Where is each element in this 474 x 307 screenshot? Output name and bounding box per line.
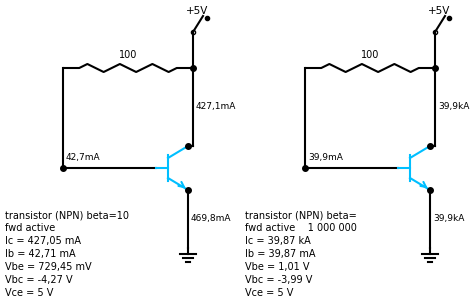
Text: +5V: +5V bbox=[186, 6, 208, 16]
Text: Vce = 5 V: Vce = 5 V bbox=[5, 288, 54, 298]
Text: 100: 100 bbox=[361, 50, 379, 60]
Text: Ib = 39,87 mA: Ib = 39,87 mA bbox=[245, 249, 316, 259]
Text: 39,9kA: 39,9kA bbox=[438, 103, 469, 111]
Text: Vbe = 1,01 V: Vbe = 1,01 V bbox=[245, 262, 310, 272]
Text: fwd active    1 000 000: fwd active 1 000 000 bbox=[245, 223, 357, 233]
Text: 39,9kA: 39,9kA bbox=[433, 215, 465, 223]
Text: Vbc = -4,27 V: Vbc = -4,27 V bbox=[5, 275, 73, 285]
Text: Vbe = 729,45 mV: Vbe = 729,45 mV bbox=[5, 262, 91, 272]
Text: fwd active: fwd active bbox=[5, 223, 55, 233]
Text: 100: 100 bbox=[119, 50, 137, 60]
Text: Ic = 39,87 kA: Ic = 39,87 kA bbox=[245, 236, 311, 246]
Text: Ic = 427,05 mA: Ic = 427,05 mA bbox=[5, 236, 81, 246]
Text: Vce = 5 V: Vce = 5 V bbox=[245, 288, 293, 298]
Text: 469,8mA: 469,8mA bbox=[191, 215, 231, 223]
Text: 42,7mA: 42,7mA bbox=[66, 153, 100, 162]
Text: Vbc = -3,99 V: Vbc = -3,99 V bbox=[245, 275, 312, 285]
Text: 39,9mA: 39,9mA bbox=[308, 153, 343, 162]
Text: +5V: +5V bbox=[428, 6, 450, 16]
Text: Ib = 42,71 mA: Ib = 42,71 mA bbox=[5, 249, 76, 259]
Text: transistor (NPN) beta=10: transistor (NPN) beta=10 bbox=[5, 210, 129, 220]
Text: 427,1mA: 427,1mA bbox=[196, 103, 237, 111]
Text: transistor (NPN) beta=: transistor (NPN) beta= bbox=[245, 210, 357, 220]
